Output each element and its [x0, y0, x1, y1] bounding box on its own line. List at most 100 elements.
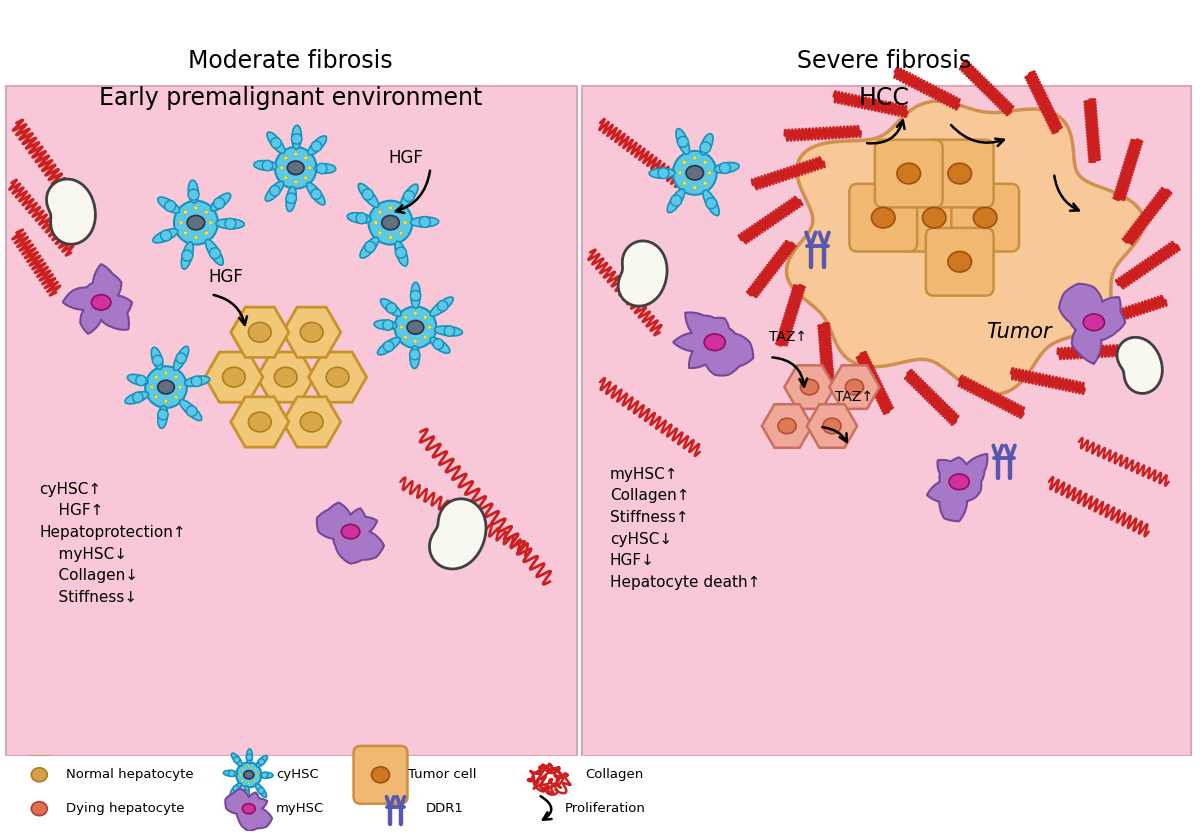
- Circle shape: [294, 152, 298, 156]
- Bar: [1, 755, 1199, 830]
- Circle shape: [133, 392, 143, 403]
- Circle shape: [179, 385, 181, 389]
- Polygon shape: [283, 397, 341, 447]
- Ellipse shape: [152, 229, 178, 243]
- Text: Moderate fibrosis: Moderate fibrosis: [188, 49, 394, 73]
- Ellipse shape: [158, 197, 180, 213]
- Circle shape: [304, 156, 307, 160]
- Circle shape: [389, 206, 392, 210]
- Ellipse shape: [180, 399, 202, 421]
- Circle shape: [444, 326, 455, 336]
- FancyBboxPatch shape: [900, 184, 968, 251]
- Ellipse shape: [823, 418, 841, 433]
- Circle shape: [292, 134, 302, 144]
- Circle shape: [242, 790, 250, 796]
- Ellipse shape: [923, 207, 946, 228]
- Ellipse shape: [151, 347, 163, 369]
- Polygon shape: [430, 499, 486, 569]
- Circle shape: [311, 141, 322, 151]
- Polygon shape: [18, 756, 60, 793]
- Ellipse shape: [326, 367, 349, 387]
- Circle shape: [400, 210, 403, 214]
- Ellipse shape: [430, 338, 450, 354]
- Circle shape: [174, 375, 178, 379]
- Ellipse shape: [246, 749, 252, 764]
- Ellipse shape: [667, 189, 685, 213]
- Circle shape: [239, 774, 241, 775]
- Circle shape: [181, 250, 193, 261]
- Ellipse shape: [434, 326, 462, 336]
- Text: Collagen: Collagen: [586, 768, 643, 781]
- Ellipse shape: [181, 242, 193, 269]
- Circle shape: [241, 780, 244, 782]
- Ellipse shape: [275, 367, 298, 387]
- Text: Tumor cell: Tumor cell: [408, 768, 476, 781]
- Circle shape: [404, 335, 407, 339]
- Circle shape: [395, 306, 437, 348]
- Text: Severe fibrosis: Severe fibrosis: [797, 49, 972, 73]
- Polygon shape: [47, 179, 95, 245]
- Circle shape: [304, 176, 307, 180]
- Polygon shape: [618, 241, 667, 306]
- Text: myHSC↑
Collagen↑
Stiffness↑
cyHSC↓
HGF↓
Hepatocyte death↑: myHSC↑ Collagen↑ Stiffness↑ cyHSC↓ HGF↓ …: [610, 467, 761, 590]
- Circle shape: [703, 181, 707, 185]
- Ellipse shape: [395, 241, 408, 266]
- Text: cyHSC: cyHSC: [276, 768, 318, 781]
- Circle shape: [157, 409, 168, 420]
- Text: cyHSC↑
    HGF↑
Hepatoprotection↑
    myHSC↓
    Collagen↓
    Stiffness↓: cyHSC↑ HGF↑ Hepatoprotection↑ myHSC↓ Col…: [40, 482, 186, 605]
- Circle shape: [284, 156, 288, 160]
- FancyArrowPatch shape: [773, 358, 808, 387]
- Circle shape: [191, 376, 202, 387]
- Ellipse shape: [248, 323, 271, 342]
- Circle shape: [311, 189, 322, 200]
- Polygon shape: [806, 404, 857, 448]
- FancyArrowPatch shape: [822, 427, 847, 442]
- Ellipse shape: [174, 346, 188, 370]
- Circle shape: [396, 247, 407, 258]
- Ellipse shape: [31, 768, 47, 782]
- Ellipse shape: [242, 804, 256, 814]
- Circle shape: [184, 231, 187, 235]
- Circle shape: [409, 349, 420, 359]
- Ellipse shape: [407, 320, 424, 334]
- Circle shape: [368, 201, 413, 245]
- Circle shape: [224, 218, 236, 230]
- Ellipse shape: [973, 207, 997, 228]
- Circle shape: [280, 166, 283, 170]
- Circle shape: [258, 788, 264, 794]
- Ellipse shape: [292, 126, 301, 149]
- Ellipse shape: [948, 251, 972, 272]
- Circle shape: [673, 151, 716, 195]
- Ellipse shape: [188, 180, 198, 203]
- Circle shape: [424, 335, 427, 339]
- Polygon shape: [1060, 284, 1126, 364]
- Text: Normal hepatocyte: Normal hepatocyte: [66, 768, 194, 781]
- Ellipse shape: [800, 379, 818, 395]
- Circle shape: [365, 241, 376, 252]
- Circle shape: [194, 235, 198, 239]
- FancyBboxPatch shape: [582, 86, 1190, 755]
- Ellipse shape: [232, 753, 242, 766]
- Circle shape: [253, 768, 256, 770]
- Ellipse shape: [347, 213, 371, 223]
- Circle shape: [209, 220, 212, 225]
- Ellipse shape: [382, 215, 400, 230]
- Circle shape: [150, 385, 154, 389]
- Circle shape: [400, 231, 403, 235]
- Circle shape: [241, 768, 244, 770]
- Ellipse shape: [230, 783, 241, 795]
- Circle shape: [433, 339, 444, 349]
- Text: DDR1: DDR1: [426, 802, 463, 815]
- Circle shape: [184, 210, 187, 214]
- Polygon shape: [786, 102, 1144, 394]
- Ellipse shape: [31, 802, 47, 815]
- Circle shape: [362, 189, 373, 200]
- Circle shape: [236, 762, 262, 787]
- Circle shape: [275, 147, 317, 189]
- Circle shape: [389, 235, 392, 239]
- Circle shape: [210, 248, 221, 259]
- Ellipse shape: [185, 376, 210, 386]
- FancyArrowPatch shape: [396, 171, 430, 213]
- Ellipse shape: [157, 380, 174, 394]
- Polygon shape: [829, 365, 880, 409]
